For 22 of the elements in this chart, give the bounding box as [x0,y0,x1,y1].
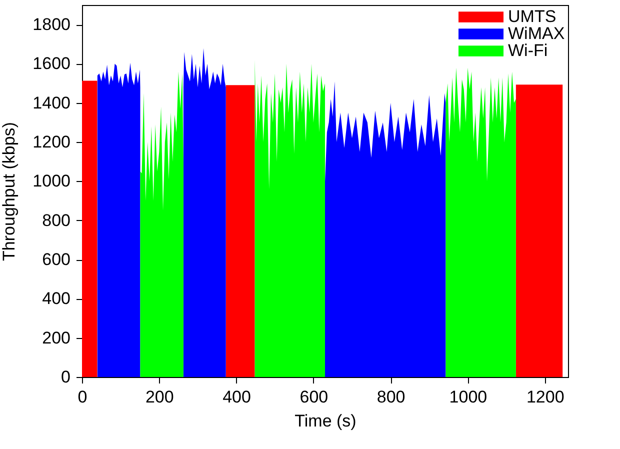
x-tick-label: 1200 [526,388,564,406]
x-tick-label: 200 [145,388,174,406]
x-tick-label: 1000 [449,388,488,406]
legend-label: UMTS [508,7,556,26]
x-tick-label: 800 [376,388,406,406]
y-tick-label: 1600 [32,54,70,74]
x-tick-label: 0 [78,388,88,406]
y-tick-label: 1000 [32,172,70,191]
x-tick-label: 600 [300,388,328,406]
legend-label: WiMAX [508,24,565,43]
y-tick-label: 200 [42,328,70,348]
y-tick-label: 800 [42,210,70,230]
y-tick-label: 600 [42,250,70,270]
y-tick-label: 1400 [32,93,70,112]
y-tick-label: 1800 [32,15,70,34]
y-tick-label: 0 [61,368,70,386]
x-axis-title: Time (s) [294,412,356,430]
y-axis-title: Throughput (kbps) [0,122,19,261]
legend-label: Wi-Fi [508,41,548,60]
y-tick-label: 1200 [32,132,70,152]
x-tick-label: 400 [222,388,251,406]
y-tick-label: 400 [42,289,70,308]
